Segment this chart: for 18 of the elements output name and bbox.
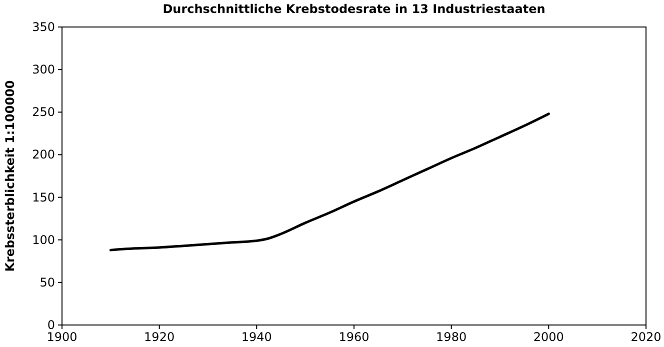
x-tick-label: 2020 xyxy=(630,330,662,344)
x-tick-label: 2000 xyxy=(533,330,564,344)
y-tick-label: 350 xyxy=(32,20,55,34)
line-series xyxy=(109,112,550,252)
x-tick-label: 1920 xyxy=(144,330,175,344)
x-tick-label: 1900 xyxy=(46,330,78,344)
y-tick-label: 250 xyxy=(32,105,55,120)
x-tick-label: 1980 xyxy=(436,330,467,344)
y-tick-label: 0 xyxy=(47,318,55,332)
y-tick-label: 300 xyxy=(32,62,55,77)
y-tick-label: 150 xyxy=(32,190,55,204)
x-tick-label: 1940 xyxy=(241,330,272,344)
chart-title: Durchschnittliche Krebstodesrate in 13 Industriestaaten xyxy=(162,2,546,16)
y-tick-label: 50 xyxy=(40,275,55,290)
y-tick-label: 100 xyxy=(32,232,55,247)
y-axis-title: Krebssterblichkeit 1:100000 xyxy=(3,80,17,272)
x-tick-label: 1960 xyxy=(338,330,370,344)
y-tick-label: 200 xyxy=(32,148,55,162)
